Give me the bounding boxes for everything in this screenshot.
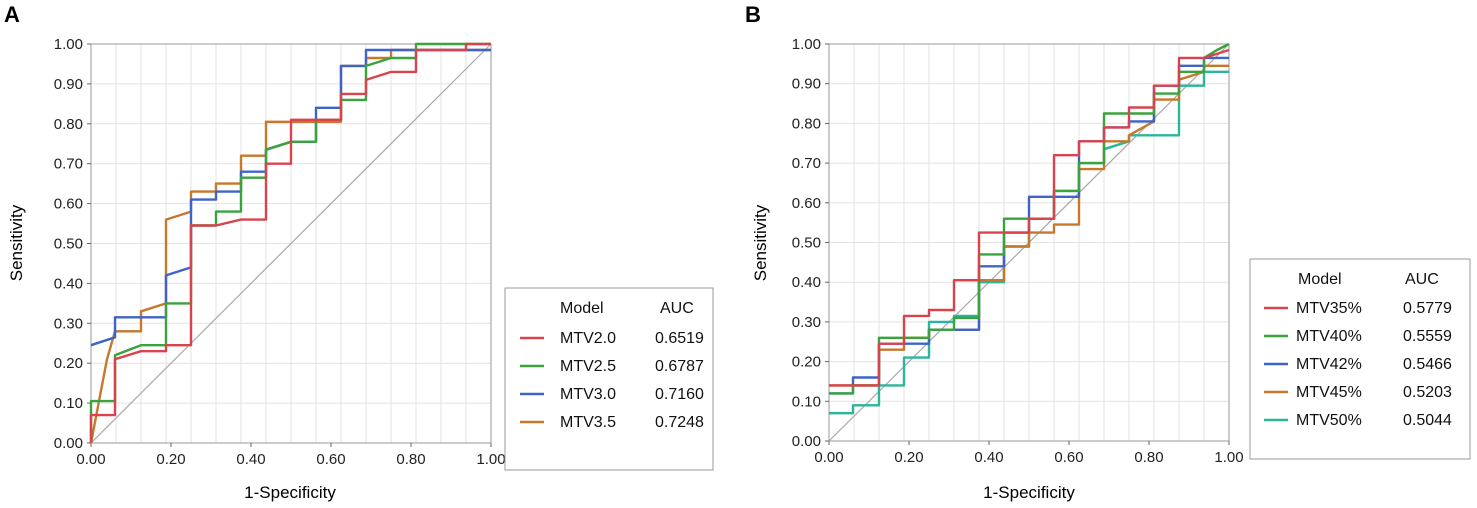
panel-b-legend-model-name: MTV35%: [1296, 300, 1362, 317]
panel-b-x-tick-label: 0.80: [1134, 449, 1163, 466]
panel-a-legend-model-name: MTV3.5: [560, 414, 616, 431]
panel-b-y-tick-label: 0.50: [792, 235, 821, 252]
panel-b-y-tick-label: 0.40: [792, 274, 821, 291]
panel-b-legend-header-auc: AUC: [1405, 271, 1439, 288]
panel-a-series-mtv2-0: [89, 42, 491, 443]
panel-a-legend-model-name: MTV3.0: [560, 386, 616, 403]
panel-a-x-tick-label: 0.60: [316, 451, 345, 468]
panel-b-series-mtv35-: [829, 48, 1230, 387]
panel-a-legend-auc-value: 0.6787: [655, 358, 704, 375]
panel-b-y-tick-label: 0.30: [792, 314, 821, 331]
panel-b-legend-auc-value: 0.5203: [1403, 384, 1452, 401]
panel-a-series-mtv2-5: [89, 42, 491, 443]
panel-b-legend-box: [1249, 258, 1471, 460]
panel-b-legend-model-name: MTV45%: [1296, 384, 1362, 401]
panel-a-x-axis-label: 1-Specificity: [244, 483, 336, 502]
panel-b-legend-auc-value: 0.5044: [1403, 412, 1452, 429]
panel-b-legend-header-model: Model: [1298, 271, 1342, 288]
panel-b-legend-model-name: MTV42%: [1296, 356, 1362, 373]
panel-a-legend: Model AUC MTV2.0 0.6519 MTV2.5 0.6787 MTV3.0 0.…: [504, 287, 714, 471]
panel-a-legend-auc-value: 0.7248: [655, 414, 704, 431]
panel-a-y-axis-label: Sensitivity: [7, 204, 26, 281]
panel-b-y-tick-label: 0.20: [792, 354, 821, 371]
panel-a-reference-line: [90, 43, 492, 444]
panel-a-y-tick-label: 0.10: [54, 395, 83, 412]
panel-b-x-tick-label: 0.20: [894, 449, 923, 466]
panel-a-legend-model-name: MTV2.0: [560, 330, 616, 347]
panel-b-x-tick-label: 0.60: [1054, 449, 1083, 466]
panel-b-label: B: [745, 2, 761, 27]
panel-a-x-tick-label: 1.00: [476, 451, 505, 468]
panel-b-x-tick-label: 0.40: [974, 449, 1003, 466]
panel-b-legend-model-name: MTV40%: [1296, 328, 1362, 345]
panel-a-legend-auc-value: 0.7160: [655, 386, 704, 403]
panel-a-y-tick-label: 0.50: [54, 236, 83, 253]
panel-b-y-tick-label: 1.00: [792, 36, 821, 53]
panel-b-legend-auc-value: 0.5779: [1403, 300, 1452, 317]
panel-b-x-tick-label: 1.00: [1214, 449, 1243, 466]
panel-a-legend-model-name: MTV2.5: [560, 358, 616, 375]
panel-a-y-tick-label: 0.80: [54, 116, 83, 133]
panel-b-y-tick-label: 0.70: [792, 155, 821, 172]
panel-a-y-tick-label: 0.20: [54, 355, 83, 372]
panel-b-legend-auc-value: 0.5466: [1403, 356, 1452, 373]
panel-b-x-tick-label: 0.00: [814, 449, 843, 466]
panel-b-y-axis-label: Sensitivity: [751, 204, 770, 281]
panel-b-y-tick-label: 0.90: [792, 76, 821, 93]
panel-a-y-tick-label: 0.30: [54, 315, 83, 332]
panel-b-y-tick-label: 0.10: [792, 393, 821, 410]
panel-a-label: A: [4, 2, 20, 27]
panel-a-x-tick-label: 0.20: [156, 451, 185, 468]
panel-a-legend-header-model: Model: [560, 300, 604, 317]
panel-b-y-tick-label: 0.00: [792, 433, 821, 450]
panel-a-legend-header-auc: AUC: [660, 300, 694, 317]
panel-b-plot-area: 0.00 0.10 0.20 0.30 0.40 0.50 0.60 0.70 0.80 0.90…: [792, 36, 1244, 466]
panel-a-y-tick-label: 0.60: [54, 196, 83, 213]
panel-a-y-tick-label: 0.90: [54, 76, 83, 93]
panel-a-y-tick-label: 0.40: [54, 275, 83, 292]
panel-b-y-tick-label: 0.60: [792, 195, 821, 212]
panel-a-plot-area: 0.00 0.10 0.20 0.30 0.40 0.50 0.60 0.70 0.80 0.90…: [54, 36, 506, 468]
panel-a-x-tick-label: 0.40: [236, 451, 265, 468]
panel-a-y-tick-label: 0.00: [54, 435, 83, 452]
panel-b-x-axis-label: 1-Specificity: [983, 483, 1075, 502]
panel-b-legend-auc-value: 0.5559: [1403, 328, 1452, 345]
panel-a-x-tick-label: 0.00: [76, 451, 105, 468]
panel-a: A 0.000.100.200.300.400.500.600.700.800.…: [4, 2, 714, 502]
panel-b-y-tick-label: 0.80: [792, 115, 821, 132]
panel-a-y-tick-label: 1.00: [54, 36, 83, 53]
panel-b-legend-model-name: MTV50%: [1296, 412, 1362, 429]
panel-a-x-tick-label: 0.80: [396, 451, 425, 468]
panel-a-y-tick-label: 0.70: [54, 156, 83, 173]
panel-a-legend-box: [504, 287, 714, 471]
panel-b: B 0.000.100.200.300.400.500.600.700.800.…: [745, 2, 1471, 502]
panel-a-legend-auc-value: 0.6519: [655, 330, 704, 347]
panel-b-legend: Model AUC MTV35% 0.5779 MTV40% 0.5559 MTV42% 0.…: [1249, 258, 1471, 460]
panel-a-series-mtv3-0: [90, 48, 491, 347]
